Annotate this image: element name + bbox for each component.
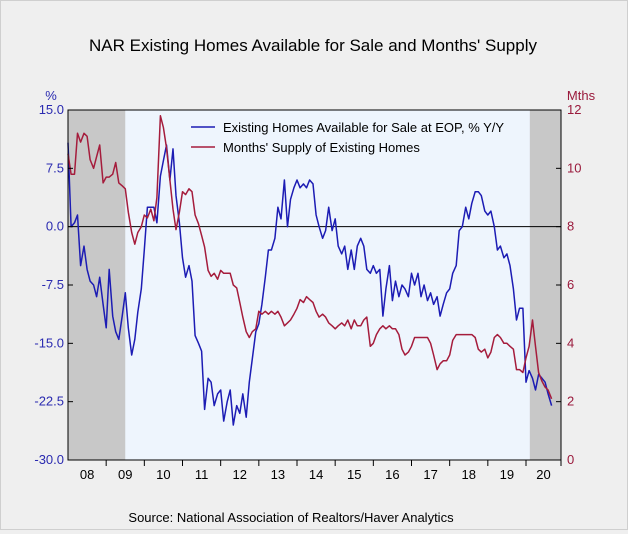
left-tick-label: -22.5 <box>34 394 64 409</box>
left-tick-label: 7.5 <box>46 160 64 175</box>
left-tick-label: -30.0 <box>34 452 64 467</box>
legend: Existing Homes Available for Sale at EOP… <box>191 120 504 155</box>
recession-band-0 <box>68 110 126 460</box>
x-tick-label: 13 <box>271 467 285 482</box>
right-tick-label: 0 <box>567 452 574 467</box>
left-axis-unit: % <box>45 88 57 103</box>
left-tick-label: -15.0 <box>34 335 64 350</box>
x-tick-label: 14 <box>309 467 323 482</box>
recession-band-1 <box>529 110 561 460</box>
x-tick-label: 17 <box>423 467 437 482</box>
x-tick-label: 11 <box>195 467 209 482</box>
right-tick-label: 10 <box>567 160 581 175</box>
x-tick-label: 09 <box>118 467 132 482</box>
right-tick-label: 4 <box>567 335 574 350</box>
series-line-inventory-yoy <box>67 142 553 426</box>
right-tick-label: 6 <box>567 277 574 292</box>
right-tick-label: 12 <box>567 102 581 117</box>
legend-label-red: Months' Supply of Existing Homes <box>223 140 420 155</box>
right-axis-unit: Mths <box>567 88 596 103</box>
series-line-months-supply <box>67 115 553 400</box>
right-tick-label: 2 <box>567 394 574 409</box>
source-note: Source: National Association of Realtors… <box>128 510 454 525</box>
right-tick-label: 8 <box>567 219 574 234</box>
left-tick-label: -7.5 <box>42 277 64 292</box>
chart-title: NAR Existing Homes Available for Sale an… <box>89 36 537 55</box>
x-tick-label: 20 <box>536 467 550 482</box>
plot-area <box>67 110 561 460</box>
x-tick-label: 18 <box>462 467 476 482</box>
x-tick-label: 16 <box>385 467 399 482</box>
left-tick-label: 0.0 <box>46 219 64 234</box>
left-tick-label: 15.0 <box>39 102 64 117</box>
x-tick-label: 19 <box>500 467 514 482</box>
x-tick-label: 08 <box>80 467 94 482</box>
x-tick-label: 10 <box>156 467 170 482</box>
plot-background <box>68 110 561 460</box>
legend-label-blue: Existing Homes Available for Sale at EOP… <box>223 120 504 135</box>
axes: 15.07.50.0-7.5-15.0-22.5-30.012108642008… <box>34 102 581 482</box>
x-tick-label: 15 <box>347 467 361 482</box>
x-tick-label: 12 <box>233 467 247 482</box>
